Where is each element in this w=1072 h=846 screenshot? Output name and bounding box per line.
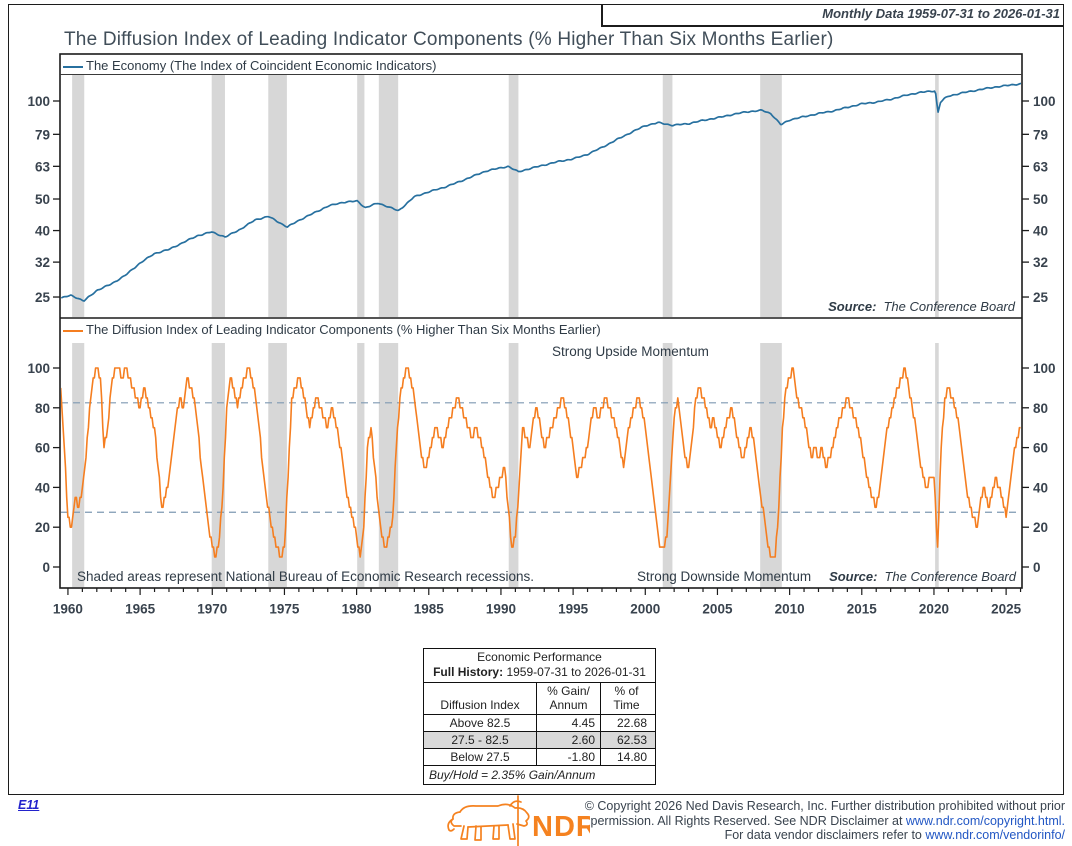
- copyright-line2-text: permission. All Rights Reserved. See NDR…: [590, 813, 906, 828]
- economy-legend-swatch: [63, 66, 83, 68]
- svg-text:50: 50: [35, 192, 50, 207]
- row-gain: -1.80: [536, 749, 600, 765]
- row-time: 14.80: [600, 749, 652, 765]
- svg-text:60: 60: [35, 441, 50, 456]
- ndr-bull-bear-icon: NDR: [447, 795, 597, 846]
- upside-annotation: Strong Upside Momentum: [552, 344, 709, 359]
- svg-text:2005: 2005: [702, 602, 733, 617]
- col-header-gain-1: % Gain/: [547, 684, 590, 698]
- svg-text:80: 80: [35, 401, 50, 416]
- copyright-line3-text: For data vendor disclaimers refer to: [724, 828, 926, 842]
- svg-text:40: 40: [35, 480, 50, 495]
- table-title: Economic Performance: [477, 650, 602, 664]
- table-row: Below 27.5 -1.80 14.80: [424, 749, 655, 766]
- col-header-diffusion: Diffusion Index: [440, 698, 520, 712]
- svg-text:1970: 1970: [197, 602, 227, 617]
- svg-text:2015: 2015: [847, 602, 878, 617]
- svg-text:1990: 1990: [486, 602, 516, 617]
- copyright-line2: permission. All Rights Reserved. See NDR…: [545, 814, 1065, 829]
- svg-text:2020: 2020: [919, 602, 949, 617]
- svg-text:100: 100: [1033, 94, 1056, 109]
- downside-annotation: Strong Downside Momentum: [637, 569, 812, 584]
- period-label: Monthly Data 1959-07-31 to 2026-01-31: [822, 6, 1060, 21]
- e11-link[interactable]: E11: [18, 798, 40, 812]
- row-label: Below 27.5: [450, 750, 510, 764]
- row-gain: 2.60: [536, 732, 600, 748]
- svg-text:1965: 1965: [125, 602, 156, 617]
- svg-text:1960: 1960: [53, 602, 83, 617]
- svg-text:2010: 2010: [775, 602, 805, 617]
- recession-footnote: Shaded areas represent National Bureau o…: [77, 569, 535, 584]
- table-footnote: Buy/Hold = 2.35% Gain/Annum: [429, 768, 596, 782]
- copyright-block: © Copyright 2026 Ned Davis Research, Inc…: [545, 799, 1065, 843]
- row-label: Above 82.5: [449, 716, 511, 730]
- svg-text:2025: 2025: [991, 602, 1022, 617]
- svg-text:2000: 2000: [630, 602, 660, 617]
- svg-text:79: 79: [1033, 127, 1048, 142]
- svg-text:100: 100: [1033, 361, 1056, 376]
- col-header-gain-2: Annum: [549, 698, 588, 712]
- svg-text:0: 0: [42, 560, 50, 575]
- diffusion-legend-label: The Diffusion Index of Leading Indicator…: [86, 322, 601, 337]
- svg-text:100: 100: [27, 94, 50, 109]
- source-top-value: The Conference Board: [883, 299, 1015, 314]
- svg-text:63: 63: [1033, 159, 1049, 174]
- chart-outer-border: [8, 4, 1064, 795]
- row-time: 22.68: [600, 715, 652, 731]
- page-title: The Diffusion Index of Leading Indicator…: [64, 29, 834, 50]
- period-compartment-divider: [601, 4, 603, 26]
- row-time: 62.53: [600, 732, 652, 748]
- col-header-time-1: % of: [614, 684, 639, 698]
- svg-text:0: 0: [1033, 560, 1041, 575]
- svg-text:1985: 1985: [414, 602, 445, 617]
- ndr-logo: NDR: [438, 795, 597, 846]
- period-compartment-underline: [601, 25, 1063, 27]
- diffusion-legend-swatch: [63, 330, 83, 332]
- svg-text:60: 60: [1033, 441, 1048, 456]
- svg-text:40: 40: [35, 224, 50, 239]
- economy-legend-label: The Economy (The Index of Coincident Eco…: [86, 58, 437, 73]
- table-subtitle-value: 1959-07-31 to 2026-01-31: [506, 665, 646, 679]
- vendorinfo-link[interactable]: www.ndr.com/vendorinfo/: [925, 828, 1065, 842]
- table-subtitle-label: Full History:: [433, 665, 504, 679]
- source-bottom-value: The Conference Board: [884, 569, 1016, 584]
- svg-text:1995: 1995: [558, 602, 589, 617]
- source-bottom: Source: The Conference Board: [829, 569, 1016, 584]
- svg-text:80: 80: [1033, 401, 1048, 416]
- svg-text:100: 100: [27, 361, 50, 376]
- source-top-label: Source:: [828, 299, 877, 314]
- table-row: 27.5 - 82.5 2.60 62.53: [424, 732, 655, 749]
- performance-table: Economic Performance Full History: 1959-…: [423, 648, 656, 785]
- svg-text:40: 40: [1033, 224, 1048, 239]
- svg-text:20: 20: [1033, 520, 1048, 535]
- row-label: 27.5 - 82.5: [451, 733, 509, 747]
- svg-text:20: 20: [35, 520, 50, 535]
- svg-text:40: 40: [1033, 480, 1048, 495]
- col-header-time-2: Time: [613, 698, 640, 712]
- source-bottom-label: Source:: [829, 569, 878, 584]
- svg-text:32: 32: [35, 255, 50, 270]
- copyright-line3: For data vendor disclaimers refer to www…: [545, 828, 1065, 843]
- svg-text:25: 25: [1033, 290, 1049, 305]
- table-row: Above 82.5 4.45 22.68: [424, 715, 655, 732]
- source-top: Source: The Conference Board: [828, 299, 1015, 314]
- svg-text:1975: 1975: [269, 602, 300, 617]
- table-header-row: Diffusion Index % Gain/ Annum % of Time: [424, 683, 655, 715]
- svg-text:32: 32: [1033, 255, 1048, 270]
- svg-text:1980: 1980: [342, 602, 372, 617]
- table-subtitle: Full History: 1959-07-31 to 2026-01-31: [424, 665, 655, 683]
- row-gain: 4.45: [536, 715, 600, 731]
- svg-text:50: 50: [1033, 192, 1048, 207]
- svg-text:25: 25: [35, 290, 51, 305]
- ndr-logo-text: NDR: [532, 811, 590, 843]
- svg-text:63: 63: [35, 159, 51, 174]
- svg-text:79: 79: [35, 127, 50, 142]
- copyright-link[interactable]: www.ndr.com/copyright.html.: [905, 813, 1065, 828]
- copyright-line1: © Copyright 2026 Ned Davis Research, Inc…: [584, 799, 1065, 813]
